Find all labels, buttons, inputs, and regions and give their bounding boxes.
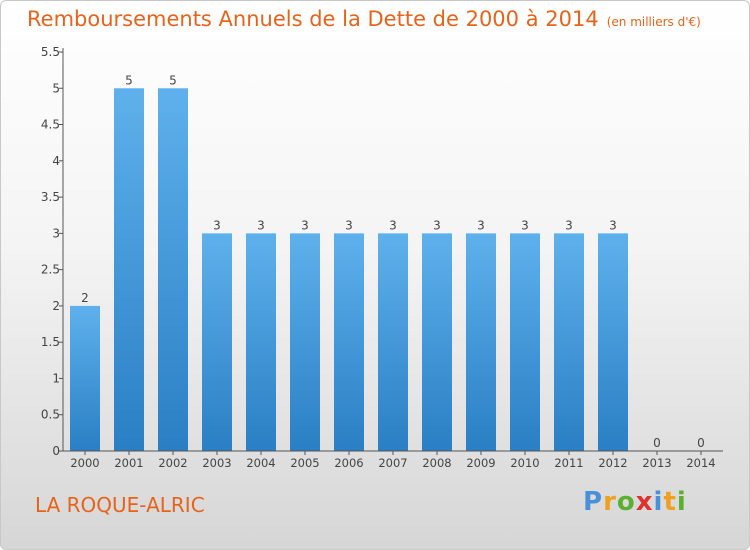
data-label: 3 [609,218,617,232]
logo-letter: x [635,487,654,517]
bar [598,233,628,451]
data-label: 3 [345,218,353,232]
x-tick-label: 2013 [642,456,671,470]
bar [510,233,540,451]
chart-subtitle: (en milliers d'€) [606,15,701,29]
y-tick-label: 2 [52,299,60,313]
logo-letter: t [663,487,677,517]
bar [334,233,364,451]
data-label: 3 [213,218,221,232]
data-label: 0 [697,436,705,450]
y-tick-label: 1 [52,371,60,385]
y-tick-label: 0 [52,444,60,458]
logo-letter: o [616,487,636,517]
x-tick-label: 2003 [202,456,231,470]
y-tick-label: 4 [52,154,60,168]
x-tick-label: 2011 [554,456,583,470]
y-tick-label: 5.5 [41,45,60,59]
bar [202,233,232,451]
commune-name: LA ROQUE-ALRIC [35,493,205,517]
data-label: 3 [565,218,573,232]
logo-letter: P [583,487,604,517]
bar [554,233,584,451]
y-tick-label: 2.5 [41,263,60,277]
x-tick-label: 2010 [510,456,539,470]
bar [422,233,452,451]
x-tick-label: 2000 [70,456,99,470]
data-label: 3 [389,218,397,232]
y-axis: 0 0.5 1 1.5 2 2.5 3 3.5 4 4.5 5 5.5 [41,45,64,458]
proxiti-logo: Proxiti [583,487,687,517]
x-tick-label: 2001 [114,456,143,470]
x-tick-label: 2009 [466,456,495,470]
y-tick-label: 5 [52,81,60,95]
bar [466,233,496,451]
chart-title-text: Remboursements Annuels de la Dette de 20… [27,7,599,31]
bar [290,233,320,451]
y-tick-label: 3.5 [41,190,60,204]
chart-title: Remboursements Annuels de la Dette de 20… [27,7,701,31]
x-tick-label: 2004 [246,456,275,470]
x-tick-label: 2006 [334,456,363,470]
data-label: 3 [433,218,441,232]
y-tick-label: 1.5 [41,335,60,349]
data-label: 5 [169,73,177,87]
data-label: 2 [81,291,89,305]
data-label: 5 [125,73,133,87]
data-label: 3 [301,218,309,232]
x-tick-label: 2014 [686,456,715,470]
bar [114,88,144,451]
data-label: 3 [521,218,529,232]
y-tick-label: 0.5 [41,408,60,422]
bar [70,305,100,451]
logo-letter: r [603,487,617,517]
x-tick-label: 2007 [378,456,407,470]
bar [378,233,408,451]
y-tick-label: 3 [52,226,60,240]
x-tick-label: 2002 [158,456,187,470]
x-axis: 2000 2001 2002 2003 2004 2005 2006 2007 2008 2009… [63,450,723,470]
logo-letter: i [653,487,664,517]
data-label: 3 [477,218,485,232]
bars: 2 5 5 3 3 3 3 3 3 3 3 3 3 0 0 [70,73,705,451]
data-label: 0 [653,436,661,450]
logo-letter: i [676,487,687,517]
data-label: 3 [257,218,265,232]
x-tick-label: 2012 [598,456,627,470]
bar [246,233,276,451]
bar [158,88,188,451]
x-tick-label: 2008 [422,456,451,470]
x-tick-label: 2005 [290,456,319,470]
y-tick-label: 4.5 [41,118,60,132]
